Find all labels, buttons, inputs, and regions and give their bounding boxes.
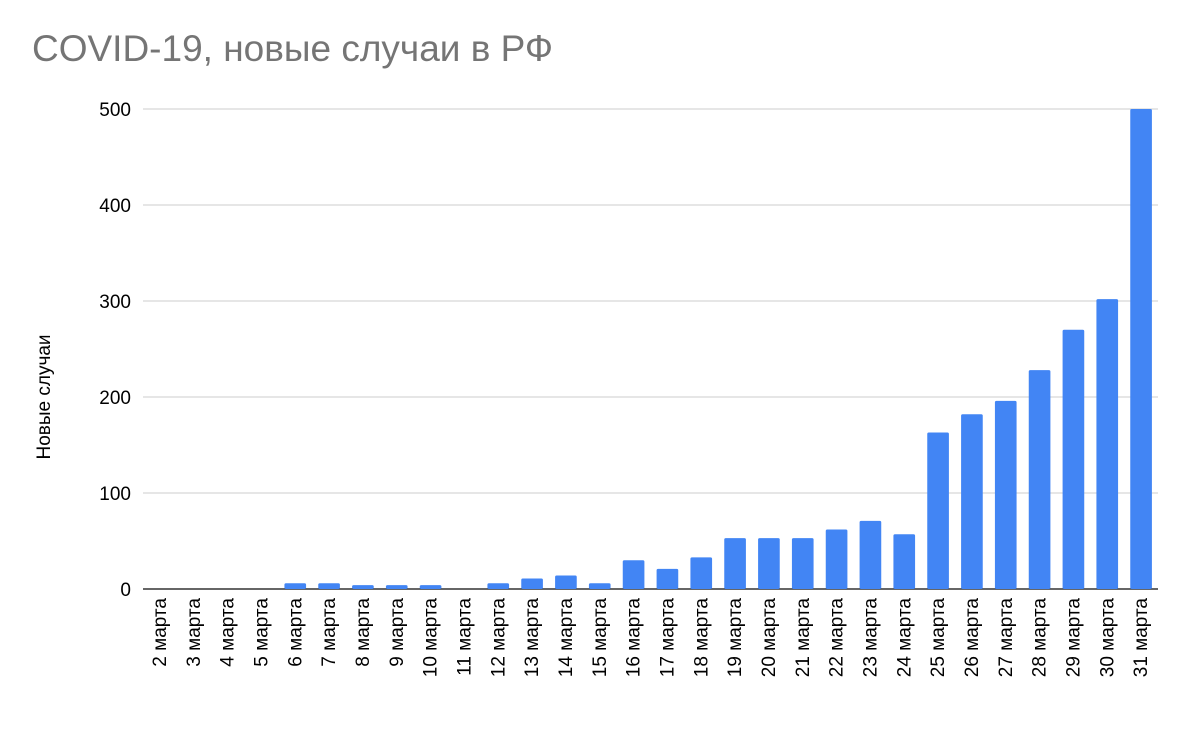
- x-tick-label: 8 марта: [353, 598, 374, 667]
- bar: [791, 538, 814, 589]
- x-tick-label: 15 марта: [590, 598, 611, 678]
- bar: [994, 400, 1017, 589]
- x-tick-label: 29 марта: [1063, 598, 1084, 678]
- bar: [825, 529, 848, 589]
- y-tick-label: 200: [99, 388, 131, 409]
- x-tick-label: 16 марта: [624, 598, 645, 678]
- y-tick-label: 0: [120, 580, 131, 601]
- x-tick-label: 22 марта: [827, 598, 848, 678]
- bar: [656, 568, 679, 589]
- y-axis-tick-labels: 0 100 200 300 400 500: [99, 100, 131, 601]
- x-axis-tick-labels: 2 марта 3 марта 4 марта 5 марта 6 марта 7 мар…: [150, 598, 1152, 678]
- x-tick-label: 19 марта: [725, 598, 746, 678]
- x-tick-label: 14 марта: [556, 598, 577, 678]
- bar: [284, 583, 307, 589]
- x-tick-label: 23 марта: [860, 598, 881, 678]
- x-tick-label: 9 марта: [387, 598, 408, 667]
- x-tick-label: 2 марта: [150, 598, 171, 667]
- x-tick-label: 28 марта: [1030, 598, 1051, 678]
- x-tick-label: 21 марта: [793, 598, 814, 678]
- x-tick-label: 3 марта: [184, 598, 205, 667]
- bar: [555, 575, 577, 589]
- bar: [622, 560, 645, 589]
- bar: [859, 520, 882, 589]
- bar: [1096, 299, 1119, 589]
- y-tick-label: 500: [99, 100, 131, 121]
- bar: [927, 432, 949, 589]
- x-tick-label: 11 марта: [454, 598, 475, 676]
- y-tick-label: 400: [99, 196, 131, 217]
- bar: [1028, 370, 1051, 589]
- bars: [284, 109, 1152, 589]
- x-tick-label: 4 марта: [218, 598, 239, 667]
- bar: [961, 414, 983, 589]
- y-tick-label: 100: [99, 484, 131, 505]
- bar: [419, 585, 442, 589]
- x-tick-label: 17 марта: [657, 598, 678, 678]
- x-tick-label: 27 марта: [996, 598, 1017, 678]
- y-tick-label: 300: [99, 292, 131, 313]
- x-tick-label: 31 марта: [1131, 598, 1152, 678]
- bar: [588, 583, 611, 589]
- bar: [758, 538, 780, 589]
- bar: [521, 578, 543, 589]
- x-tick-label: 20 марта: [759, 598, 780, 678]
- x-tick-label: 5 марта: [251, 598, 272, 667]
- x-tick-label: 6 марта: [285, 598, 306, 667]
- x-tick-label: 12 марта: [488, 598, 509, 678]
- x-tick-label: 13 марта: [522, 598, 543, 678]
- bar: [893, 534, 916, 589]
- x-tick-label: 18 марта: [691, 598, 712, 678]
- bar: [318, 583, 340, 589]
- bar: [1130, 109, 1152, 589]
- bar: [487, 583, 510, 589]
- bar: [385, 585, 408, 589]
- x-tick-label: 26 марта: [962, 598, 983, 678]
- x-tick-label: 10 марта: [421, 598, 442, 678]
- bar: [352, 585, 374, 589]
- bar: [724, 538, 746, 589]
- bar: [1062, 329, 1085, 589]
- bar: [690, 557, 713, 589]
- x-tick-label: 25 марта: [928, 598, 949, 678]
- x-tick-label: 24 марта: [894, 598, 915, 678]
- chart-title: COVID-19, новые случаи в РФ: [32, 28, 554, 69]
- y-axis-title: Новые случаи: [34, 334, 55, 459]
- gridlines: [143, 108, 1158, 590]
- x-tick-label: 30 марта: [1097, 598, 1118, 678]
- x-tick-label: 7 марта: [319, 598, 340, 667]
